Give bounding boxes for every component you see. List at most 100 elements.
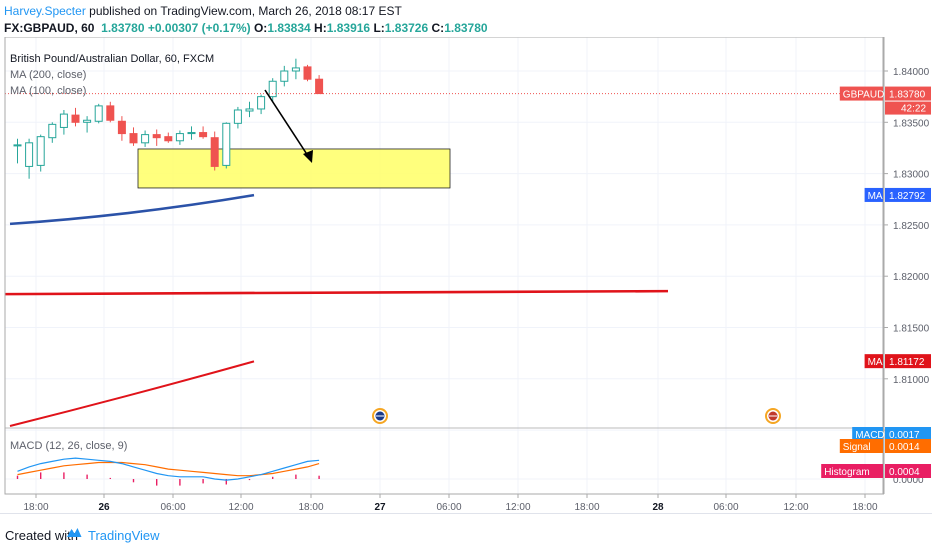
candle bbox=[187, 126, 196, 140]
candle bbox=[257, 94, 266, 115]
price-tag-name: Signal bbox=[843, 442, 871, 453]
candle-body bbox=[210, 137, 219, 167]
price-tag: MACD 0.0017 bbox=[852, 427, 931, 441]
x-tick-label: 18:00 bbox=[298, 502, 323, 513]
macd-title: MACD (12, 26, close, 9) bbox=[10, 440, 127, 452]
high-value: 1.83916 bbox=[326, 21, 371, 35]
candle-body bbox=[59, 113, 68, 128]
price-tag: GBPAUD 1.83780 bbox=[839, 86, 931, 101]
price-tag: MA 1.81172 bbox=[864, 354, 931, 369]
candles bbox=[13, 58, 324, 179]
candle bbox=[48, 122, 57, 143]
tradingview-link[interactable]: TradingView bbox=[88, 528, 160, 543]
price-tag-name: Histogram bbox=[824, 467, 870, 478]
close-value: 1.83780 bbox=[444, 21, 488, 35]
uk-event-icon bbox=[765, 408, 781, 424]
countdown-tag: 42:22 bbox=[885, 101, 931, 115]
candle-body bbox=[106, 105, 115, 121]
close-label: C: bbox=[431, 21, 445, 35]
price-tag-name: MA bbox=[868, 357, 883, 368]
countdown-value: 42:22 bbox=[901, 104, 926, 115]
y-tick-label: 1.81500 bbox=[893, 324, 930, 335]
symbol-label: FX:GBPAUD, 60 bbox=[4, 21, 95, 35]
candle-body bbox=[36, 136, 45, 166]
candle bbox=[25, 138, 34, 179]
price-tag-name-bg bbox=[839, 86, 883, 101]
candle bbox=[268, 78, 277, 102]
candle-body bbox=[117, 120, 126, 135]
price-tag-name-bg bbox=[852, 427, 883, 441]
price-tag-value: 0.0004 bbox=[889, 467, 920, 478]
low-value: 1.83726 bbox=[384, 21, 429, 35]
price-tag-name-bg bbox=[839, 439, 883, 453]
candle bbox=[94, 103, 103, 124]
author-link[interactable]: Harvey.Specter bbox=[4, 4, 86, 18]
price-axis[interactable]: 1.84000 1.83500 1.83000 1.82500 1.82000 1.815… bbox=[821, 37, 932, 494]
candle bbox=[291, 58, 300, 80]
candle-body bbox=[71, 114, 80, 123]
price-tag-name-bg bbox=[821, 464, 883, 478]
price-tag-value: 0.0017 bbox=[889, 430, 920, 441]
price-tag-name: MA bbox=[868, 191, 883, 202]
legend-ma200: MA (200, close) bbox=[10, 69, 86, 81]
candle bbox=[222, 122, 231, 169]
x-tick-label: 18:00 bbox=[23, 502, 48, 513]
x-tick-label: 18:00 bbox=[852, 502, 877, 513]
candle bbox=[245, 101, 254, 118]
candle bbox=[233, 106, 242, 129]
y-tick-label: 1.84000 bbox=[893, 67, 930, 78]
candle-body bbox=[94, 105, 103, 122]
candle-body bbox=[25, 142, 34, 167]
candle-body bbox=[129, 133, 138, 144]
candle-body bbox=[268, 80, 277, 98]
y-tick-label: 1.82000 bbox=[893, 272, 930, 283]
candle bbox=[71, 107, 80, 127]
candle-body bbox=[175, 133, 184, 142]
australia-event-icon bbox=[372, 408, 388, 424]
candle bbox=[13, 138, 22, 164]
support-zone[interactable] bbox=[137, 148, 451, 189]
price-tag-name: GBPAUD bbox=[843, 90, 885, 101]
x-tick-label: 26 bbox=[98, 502, 110, 513]
chart-title: British Pound/Australian Dollar, 60, FXC… bbox=[10, 53, 214, 65]
support-zone-rect bbox=[137, 148, 451, 189]
candle-body bbox=[280, 70, 289, 82]
candle bbox=[152, 129, 161, 146]
high-label: H: bbox=[314, 21, 327, 35]
candle-body bbox=[83, 119, 92, 123]
price-chart[interactable]: 1.84000 1.83500 1.83000 1.82500 1.82000 1.815… bbox=[0, 37, 932, 513]
x-tick-label: 18:00 bbox=[574, 502, 599, 513]
macd-y-tick-label: 0.0000 bbox=[893, 475, 924, 486]
candle-body bbox=[245, 108, 254, 112]
moving-averages bbox=[4, 193, 669, 427]
price-tag-value: 1.82792 bbox=[889, 191, 926, 202]
x-tick-label: 12:00 bbox=[783, 502, 808, 513]
price-tag-name-bg bbox=[864, 354, 883, 369]
candle-body bbox=[141, 134, 150, 144]
annotations bbox=[5, 89, 883, 424]
candle bbox=[117, 116, 126, 141]
published-text: published on TradingView.com, March 26, … bbox=[89, 4, 402, 18]
candle bbox=[83, 116, 92, 133]
candle bbox=[141, 130, 150, 147]
candle bbox=[280, 65, 289, 87]
x-tick-label: 28 bbox=[652, 502, 664, 513]
tradingview-logo-icon[interactable] bbox=[64, 525, 84, 539]
price-tag-value-bg bbox=[885, 439, 931, 453]
price-tag-value: 1.81172 bbox=[889, 357, 925, 368]
publish-line: Harvey.Specter published on TradingView.… bbox=[4, 3, 402, 19]
macd-pane bbox=[5, 427, 883, 486]
candle bbox=[175, 130, 184, 145]
candle bbox=[36, 134, 45, 172]
footer: Created with TradingView bbox=[0, 513, 932, 550]
candle-body bbox=[291, 67, 300, 72]
candle-body bbox=[257, 96, 266, 110]
candle-body bbox=[152, 134, 161, 139]
price-tag-value-bg bbox=[885, 427, 931, 441]
ohlc-line: FX:GBPAUD, 60 1.83780 +0.00307 (+0.17%) … bbox=[4, 20, 488, 36]
countdown-bg bbox=[885, 101, 931, 115]
red-trend-line bbox=[4, 289, 669, 296]
open-value: 1.83834 bbox=[267, 21, 311, 35]
price-tag-value: 1.83780 bbox=[889, 90, 926, 101]
time-axis[interactable]: 18:00 26 06:00 12:00 18:00 27 06:00 12:00 18:00 2… bbox=[5, 493, 884, 513]
